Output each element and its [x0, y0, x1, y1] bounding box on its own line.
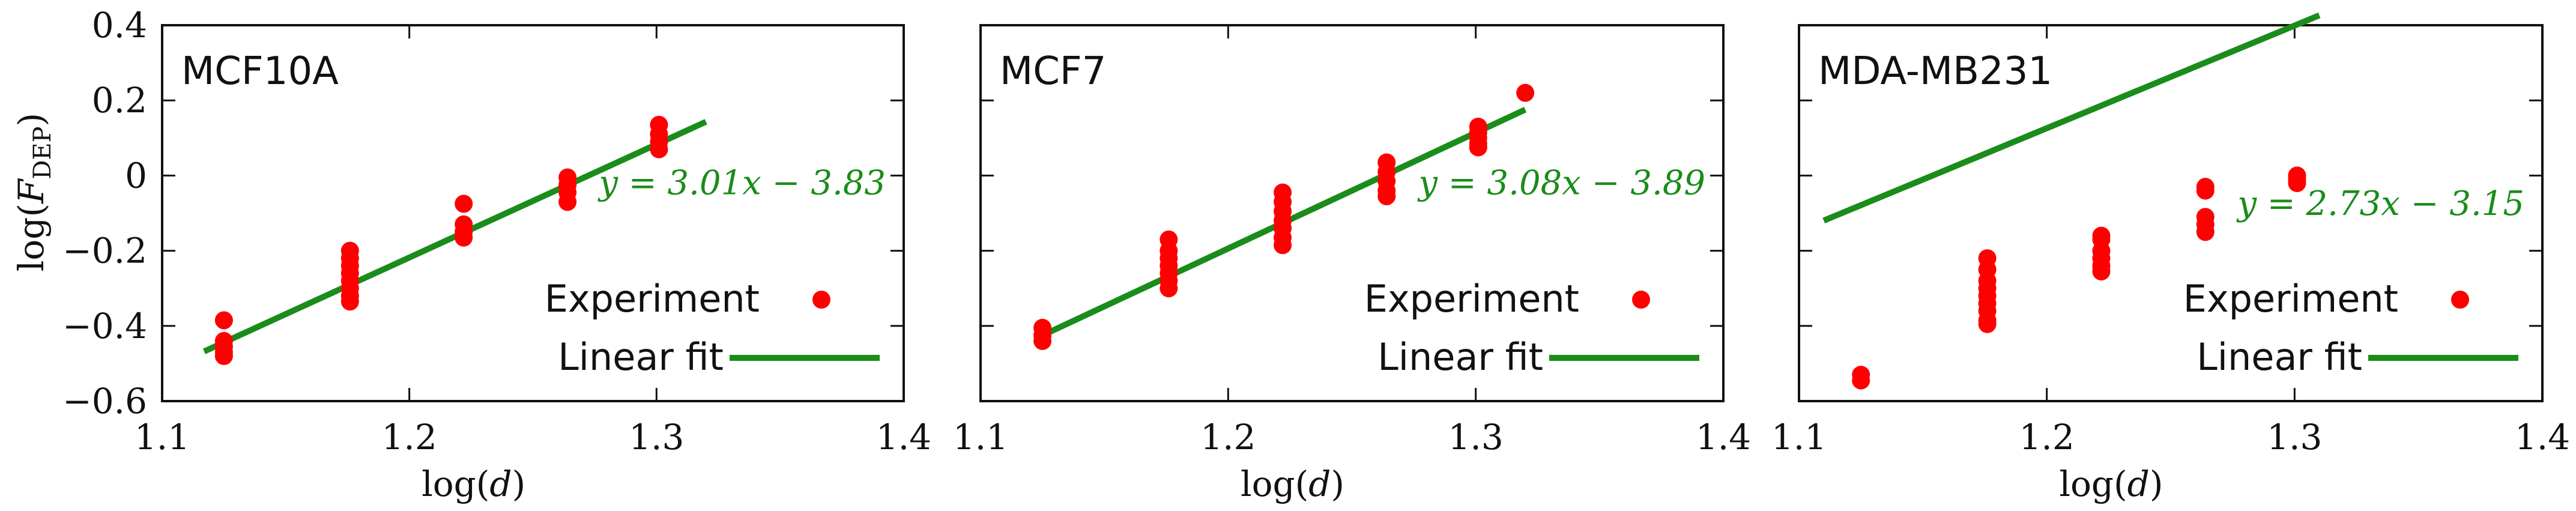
x-tick-label: 1.4 [1696, 417, 1751, 458]
x-tick-label: 1.3 [629, 417, 684, 458]
svg-text:log(FDEP): log(FDEP) [11, 113, 56, 271]
y-tick-label: 0 [125, 155, 147, 196]
data-point [1377, 187, 1396, 205]
panel-title: MCF10A [181, 49, 339, 94]
legend: Experiment Linear fit [545, 277, 880, 379]
chart-panel-1: 1.1 1.2 1.3 1.4 −0.6 −0.4 −0.2 0 0.2 0.4 log(d) MCF… [62, 5, 931, 504]
data-point [650, 140, 668, 159]
data-point [2288, 174, 2306, 192]
plot-frame [1798, 24, 2544, 402]
data-point [2092, 262, 2111, 281]
fit-equation: y = 2.73x − 3.15 [2236, 184, 2524, 223]
x-tick-label: 1.2 [2019, 417, 2075, 458]
legend-label-fit: Linear fit [1377, 335, 1543, 379]
chart-panel-3: 1.1 1.2 1.3 1.4 log(d) MDA-MB231 y = 2.73x − 3… [1771, 12, 2570, 504]
data-point [1274, 236, 1292, 255]
data-point [558, 193, 577, 211]
legend: Experiment Linear fit [1364, 277, 1699, 379]
legend-label-fit: Linear fit [2197, 335, 2362, 379]
x-axis-title: log(d) [2059, 464, 2163, 504]
y-tick-label: 0.4 [92, 5, 147, 46]
x-tick-label: 1.1 [1771, 417, 1827, 458]
data-point [1033, 331, 1052, 350]
x-tick-label: 1.3 [2267, 417, 2322, 458]
y-axis-title: log(FDEP) [11, 113, 56, 271]
x-axis-title: log(d) [422, 464, 525, 504]
x-tick-label: 1.3 [1448, 417, 1504, 458]
data-point [1978, 315, 1997, 333]
x-tick-label: 1.4 [876, 417, 931, 458]
y-axis-title-sub: DEP [29, 126, 56, 179]
y-tick-label: −0.6 [62, 381, 147, 422]
data-point [1852, 371, 1870, 390]
legend-label-experiment: Experiment [2183, 277, 2398, 321]
data-point [214, 346, 233, 365]
data-point [455, 195, 473, 213]
y-axis-title-close: ) [11, 113, 52, 127]
x-tick-label: 1.2 [382, 417, 437, 458]
x-tick-label: 1.2 [1200, 417, 1256, 458]
data-point [1469, 138, 1487, 157]
y-tick-label: −0.4 [62, 306, 147, 346]
chart-panel-2: 1.1 1.2 1.3 1.4 log(d) MCF7 y = 3.08x − 3.89 Ex… [953, 24, 1751, 504]
legend-label-experiment: Experiment [1364, 277, 1579, 321]
data-point [455, 228, 473, 247]
legend-marker-experiment [2451, 290, 2469, 309]
data-point [340, 292, 359, 311]
panels: 1.1 1.2 1.3 1.4 −0.6 −0.4 −0.2 0 0.2 0.4 log(d) MCF… [62, 5, 2570, 504]
data-point [214, 311, 233, 330]
y-axis-title-var: F [11, 178, 52, 204]
legend-label-fit: Linear fit [558, 335, 724, 379]
x-axis-title: log(d) [1241, 464, 1344, 504]
x-tick-label: 1.1 [135, 417, 190, 458]
panel-title: MDA-MB231 [1818, 49, 2052, 94]
y-tick-label: −0.2 [62, 231, 147, 271]
legend-marker-experiment [812, 290, 830, 309]
y-axis-title-main: log( [11, 204, 52, 271]
legend: Experiment Linear fit [2183, 277, 2518, 379]
data-point [1160, 279, 1178, 298]
data-point [1516, 83, 1535, 102]
y-tick-label: 0.2 [92, 80, 147, 121]
x-tick-label: 1.1 [953, 417, 1008, 458]
plot-frame [979, 24, 1725, 402]
data-point [2196, 181, 2215, 200]
data-point [2196, 223, 2215, 241]
fit-equation: y = 3.08x − 3.89 [1416, 164, 1705, 203]
panel-title: MCF7 [1000, 49, 1106, 94]
fit-equation: y = 3.01x − 3.83 [597, 164, 886, 203]
legend-label-experiment: Experiment [545, 277, 760, 321]
legend-marker-experiment [1632, 290, 1650, 309]
plot-frame [161, 24, 905, 402]
x-tick-label: 1.4 [2515, 417, 2570, 458]
fit-line [1822, 12, 2321, 223]
